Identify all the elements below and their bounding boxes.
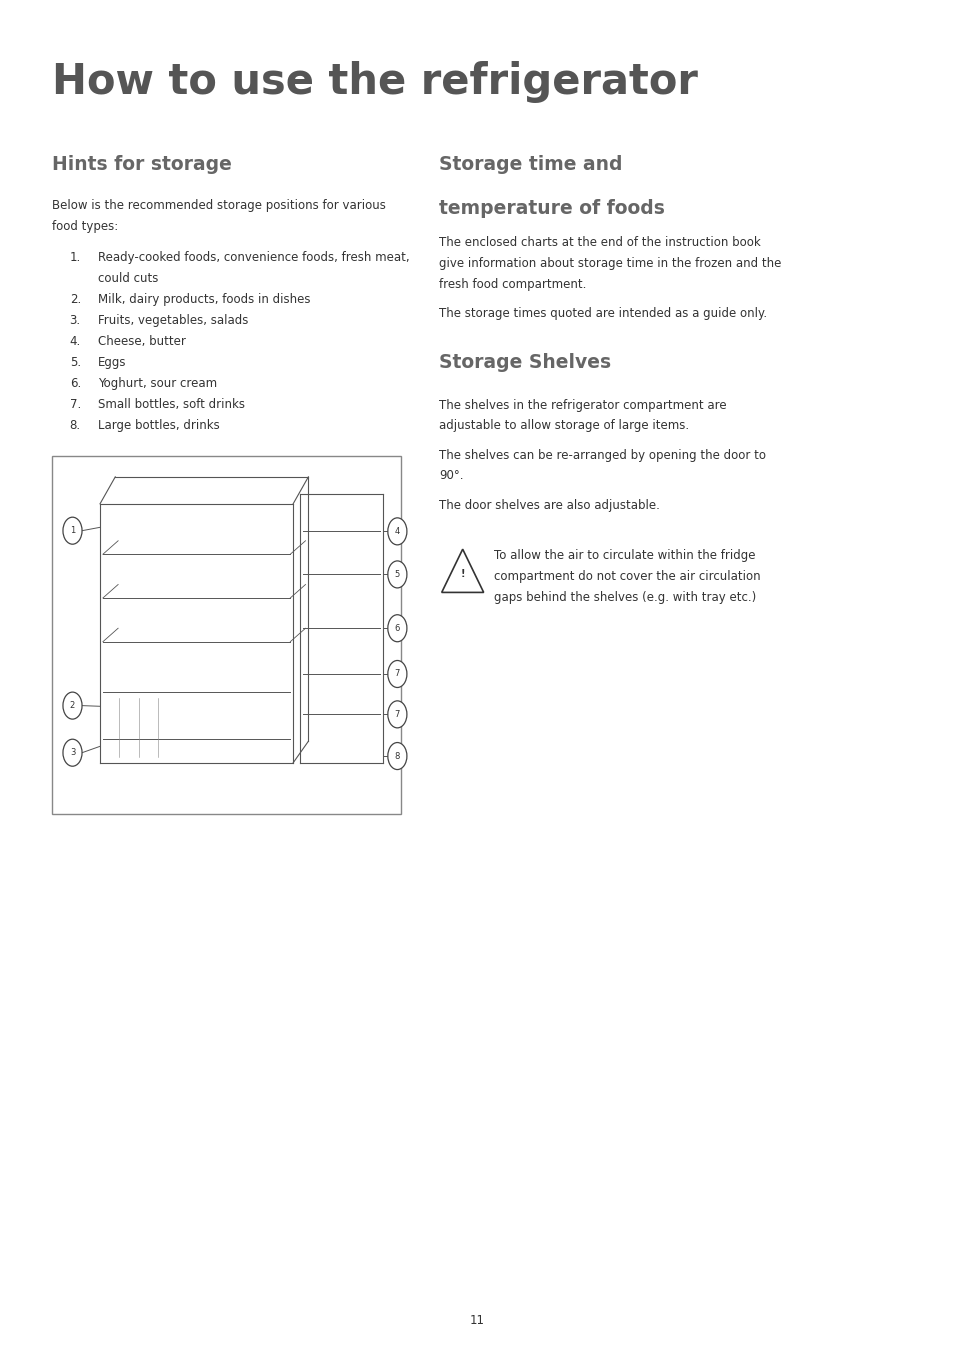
Text: The door shelves are also adjustable.: The door shelves are also adjustable. (438, 499, 659, 512)
Text: The enclosed charts at the end of the instruction book: The enclosed charts at the end of the in… (438, 236, 760, 250)
Text: 2.: 2. (70, 293, 81, 307)
Text: food types:: food types: (52, 220, 118, 232)
Circle shape (388, 743, 407, 770)
Text: Eggs: Eggs (98, 357, 127, 369)
Text: The shelves can be re-arranged by opening the door to: The shelves can be re-arranged by openin… (438, 449, 765, 462)
Text: 3: 3 (70, 748, 75, 757)
Text: 8: 8 (395, 751, 399, 761)
Circle shape (388, 701, 407, 728)
Text: give information about storage time in the frozen and the: give information about storage time in t… (438, 258, 781, 270)
Text: Ready-cooked foods, convenience foods, fresh meat,: Ready-cooked foods, convenience foods, f… (98, 251, 410, 265)
Circle shape (388, 661, 407, 688)
Text: Cheese, butter: Cheese, butter (98, 335, 186, 349)
Text: 7: 7 (395, 670, 399, 678)
Circle shape (388, 517, 407, 544)
Text: Storage Shelves: Storage Shelves (438, 353, 610, 372)
Text: 1: 1 (70, 526, 75, 535)
Circle shape (388, 561, 407, 588)
Text: 8.: 8. (70, 419, 81, 432)
Text: adjustable to allow storage of large items.: adjustable to allow storage of large ite… (438, 419, 688, 432)
Text: How to use the refrigerator: How to use the refrigerator (52, 61, 698, 103)
Text: 1.: 1. (70, 251, 81, 265)
Circle shape (63, 517, 82, 544)
Text: Below is the recommended storage positions for various: Below is the recommended storage positio… (52, 199, 386, 212)
Text: temperature of foods: temperature of foods (438, 199, 664, 218)
Text: 90°.: 90°. (438, 470, 463, 482)
Text: To allow the air to circulate within the fridge: To allow the air to circulate within the… (494, 550, 755, 562)
Circle shape (388, 615, 407, 642)
Text: Yoghurt, sour cream: Yoghurt, sour cream (98, 377, 217, 390)
Text: 4.: 4. (70, 335, 81, 349)
Text: 4: 4 (395, 527, 399, 536)
Text: 6.: 6. (70, 377, 81, 390)
Text: fresh food compartment.: fresh food compartment. (438, 278, 585, 292)
Text: Hints for storage: Hints for storage (52, 155, 233, 174)
Text: 2: 2 (70, 701, 75, 711)
Text: 3.: 3. (70, 315, 81, 327)
Text: Small bottles, soft drinks: Small bottles, soft drinks (98, 399, 245, 411)
Text: could cuts: could cuts (98, 273, 158, 285)
Text: 6: 6 (395, 624, 399, 632)
Text: 7: 7 (395, 709, 399, 719)
Text: Storage time and: Storage time and (438, 155, 621, 174)
Text: The storage times quoted are intended as a guide only.: The storage times quoted are intended as… (438, 308, 766, 320)
Circle shape (63, 739, 82, 766)
Text: 5: 5 (395, 570, 399, 580)
Text: 7.: 7. (70, 399, 81, 411)
Text: 11: 11 (469, 1313, 484, 1327)
Text: The shelves in the refrigerator compartment are: The shelves in the refrigerator compartm… (438, 399, 725, 412)
Text: Large bottles, drinks: Large bottles, drinks (98, 419, 220, 432)
Text: !: ! (460, 569, 464, 580)
Text: Milk, dairy products, foods in dishes: Milk, dairy products, foods in dishes (98, 293, 311, 307)
Text: Fruits, vegetables, salads: Fruits, vegetables, salads (98, 315, 249, 327)
Text: compartment do not cover the air circulation: compartment do not cover the air circula… (494, 570, 760, 584)
Bar (52, 457, 400, 815)
Polygon shape (441, 550, 483, 593)
Text: gaps behind the shelves (e.g. with tray etc.): gaps behind the shelves (e.g. with tray … (494, 592, 756, 604)
Text: 5.: 5. (70, 357, 81, 369)
Circle shape (63, 692, 82, 719)
